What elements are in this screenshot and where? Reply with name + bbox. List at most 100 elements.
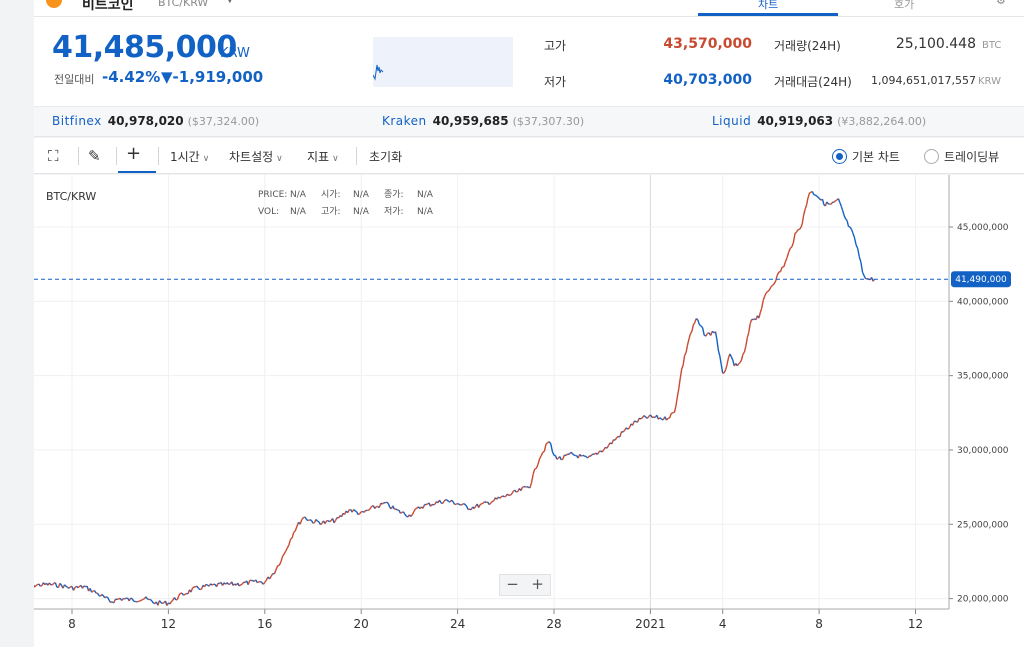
zoom-out-button[interactable]: − bbox=[506, 575, 519, 593]
price-candle-segment bbox=[522, 485, 525, 488]
coin-name[interactable]: 비트코인 bbox=[82, 0, 134, 13]
price-candle-segment bbox=[601, 449, 605, 453]
price-candle-segment bbox=[307, 519, 311, 522]
price-candle-segment bbox=[860, 261, 864, 273]
price-candle-segment bbox=[852, 232, 856, 238]
price-candle-segment bbox=[438, 499, 442, 504]
chart-grid bbox=[34, 175, 949, 609]
price-candle-segment bbox=[789, 246, 793, 249]
price-candle-segment bbox=[705, 333, 708, 337]
price-candle-segment bbox=[54, 582, 58, 588]
price-candle-segment bbox=[441, 501, 445, 504]
chart-settings-dropdown[interactable]: 차트설정 ∨ bbox=[229, 148, 283, 165]
radio-tradingview-label[interactable]: 트레이딩뷰 bbox=[944, 150, 1000, 164]
current-price-unit: KRW bbox=[220, 46, 250, 61]
price-candle-segment bbox=[740, 354, 744, 361]
price-candle-segment bbox=[455, 502, 458, 505]
fullscreen-icon[interactable]: ⛶ bbox=[48, 147, 59, 165]
price-candle-segment bbox=[830, 201, 834, 205]
chevron-down-icon: ∨ bbox=[202, 154, 210, 164]
radio-tradingview[interactable] bbox=[924, 149, 939, 164]
exchange-name[interactable]: Kraken bbox=[382, 114, 427, 128]
price-candle-segment bbox=[280, 556, 284, 563]
price-candle-segment bbox=[346, 509, 350, 514]
price-candle-segment bbox=[592, 453, 595, 456]
price-candle-segment bbox=[320, 522, 323, 526]
price-candle-segment bbox=[786, 252, 790, 258]
zoom-in-button[interactable]: + bbox=[531, 575, 544, 593]
zoom-control: − + bbox=[499, 574, 551, 596]
price-candle-segment bbox=[763, 292, 767, 297]
indicators-dropdown[interactable]: 지표 ∨ bbox=[307, 148, 339, 165]
price-candle-segment bbox=[632, 420, 635, 426]
price-candle-segment bbox=[478, 504, 481, 508]
price-candle-segment bbox=[542, 450, 545, 453]
price-candle-segment bbox=[858, 256, 862, 263]
price-candle-segment bbox=[96, 592, 100, 597]
price-candle-segment bbox=[839, 202, 842, 207]
price-candle-segment bbox=[329, 519, 332, 523]
price-candle-segment bbox=[152, 602, 156, 605]
price-chart[interactable]: 20,000,000 25,000,000 30,000,000 35,000,000… bbox=[34, 175, 1024, 647]
price-candle-segment bbox=[683, 352, 687, 356]
interval-dropdown[interactable]: 1시간 ∨ bbox=[170, 148, 209, 165]
crosshair-icon[interactable]: + bbox=[126, 143, 142, 164]
gear-icon[interactable]: ⚙ bbox=[996, 0, 1006, 7]
price-candle-segment bbox=[309, 519, 312, 521]
legend-low-value: N/A bbox=[417, 207, 434, 217]
low-label: 저가 bbox=[544, 75, 567, 89]
price-candle-segment bbox=[410, 514, 413, 517]
price-candle-segment bbox=[381, 502, 385, 505]
price-candle-segment bbox=[535, 464, 539, 469]
price-candle-segment bbox=[787, 248, 791, 253]
price-candle-segment bbox=[446, 499, 450, 502]
price-candle-segment bbox=[354, 510, 358, 513]
price-candle-segment bbox=[784, 257, 788, 263]
price-candle-segment bbox=[661, 418, 664, 421]
price-candle-segment bbox=[53, 582, 56, 584]
price-candle-segment bbox=[679, 368, 683, 379]
price-candle-segment bbox=[863, 275, 867, 280]
pencil-icon[interactable]: ✎ bbox=[88, 147, 101, 165]
price-candle-segment bbox=[158, 600, 162, 603]
x-tick-label: 2021 bbox=[635, 617, 666, 631]
radio-basic-chart-label[interactable]: 기본 차트 bbox=[852, 150, 900, 164]
price-candle-segment bbox=[77, 585, 80, 589]
price-candle-segment bbox=[809, 191, 812, 194]
chart-legend: BTC/KRW PRICE: N/A 시가: N/A 종가: N/A VOL: … bbox=[46, 189, 434, 217]
price-candle-segment bbox=[485, 501, 488, 504]
price-candle-segment bbox=[464, 504, 468, 507]
price-candle-segment bbox=[458, 503, 461, 506]
price-candle-segment bbox=[402, 511, 406, 515]
price-candle-segment bbox=[791, 242, 795, 248]
price-chart-svg[interactable]: 20,000,000 25,000,000 30,000,000 35,000,000… bbox=[34, 175, 1024, 647]
exchange-name[interactable]: Bitfinex bbox=[52, 114, 102, 128]
price-candle-segment bbox=[93, 590, 97, 594]
price-candle-segment bbox=[850, 229, 854, 234]
exchange-name[interactable]: Liquid bbox=[712, 114, 752, 128]
price-candle-segment bbox=[285, 547, 288, 552]
price-candle-segment bbox=[160, 601, 163, 605]
price-candle-segment bbox=[611, 439, 615, 445]
chevron-down-icon[interactable]: ▼ bbox=[226, 0, 234, 5]
price-candle-segment bbox=[371, 505, 374, 507]
reset-button[interactable]: 초기화 bbox=[369, 150, 403, 164]
price-candle-segment bbox=[283, 550, 287, 555]
price-candle-segment bbox=[805, 197, 809, 206]
tab-orderbook[interactable]: 호가 bbox=[894, 0, 915, 11]
price-candle-segment bbox=[491, 500, 495, 503]
x-tick-label: 4 bbox=[719, 617, 727, 631]
legend-high-value: N/A bbox=[353, 207, 370, 217]
exchange-price-strip: Bitfinex 40,978,020 ($37,324.00) Kraken 40,… bbox=[34, 107, 1024, 137]
radio-basic-chart[interactable] bbox=[832, 149, 847, 164]
price-candle-segment bbox=[803, 209, 806, 216]
x-tick-label: 24 bbox=[450, 617, 465, 631]
x-axis: 8 12 16 20 24 28 2021 4 8 12 bbox=[34, 608, 949, 631]
tab-chart[interactable]: 차트 bbox=[758, 0, 779, 11]
toolbar-divider bbox=[158, 147, 159, 165]
price-panel: 41,485,000 KRW 전일대비 -4.42% ▼-1,919,000 고… bbox=[34, 17, 1024, 107]
price-candle-segment bbox=[299, 519, 303, 525]
price-candle-segment bbox=[353, 508, 356, 512]
price-candle-segment bbox=[499, 496, 502, 499]
price-candle-segment bbox=[149, 598, 153, 602]
